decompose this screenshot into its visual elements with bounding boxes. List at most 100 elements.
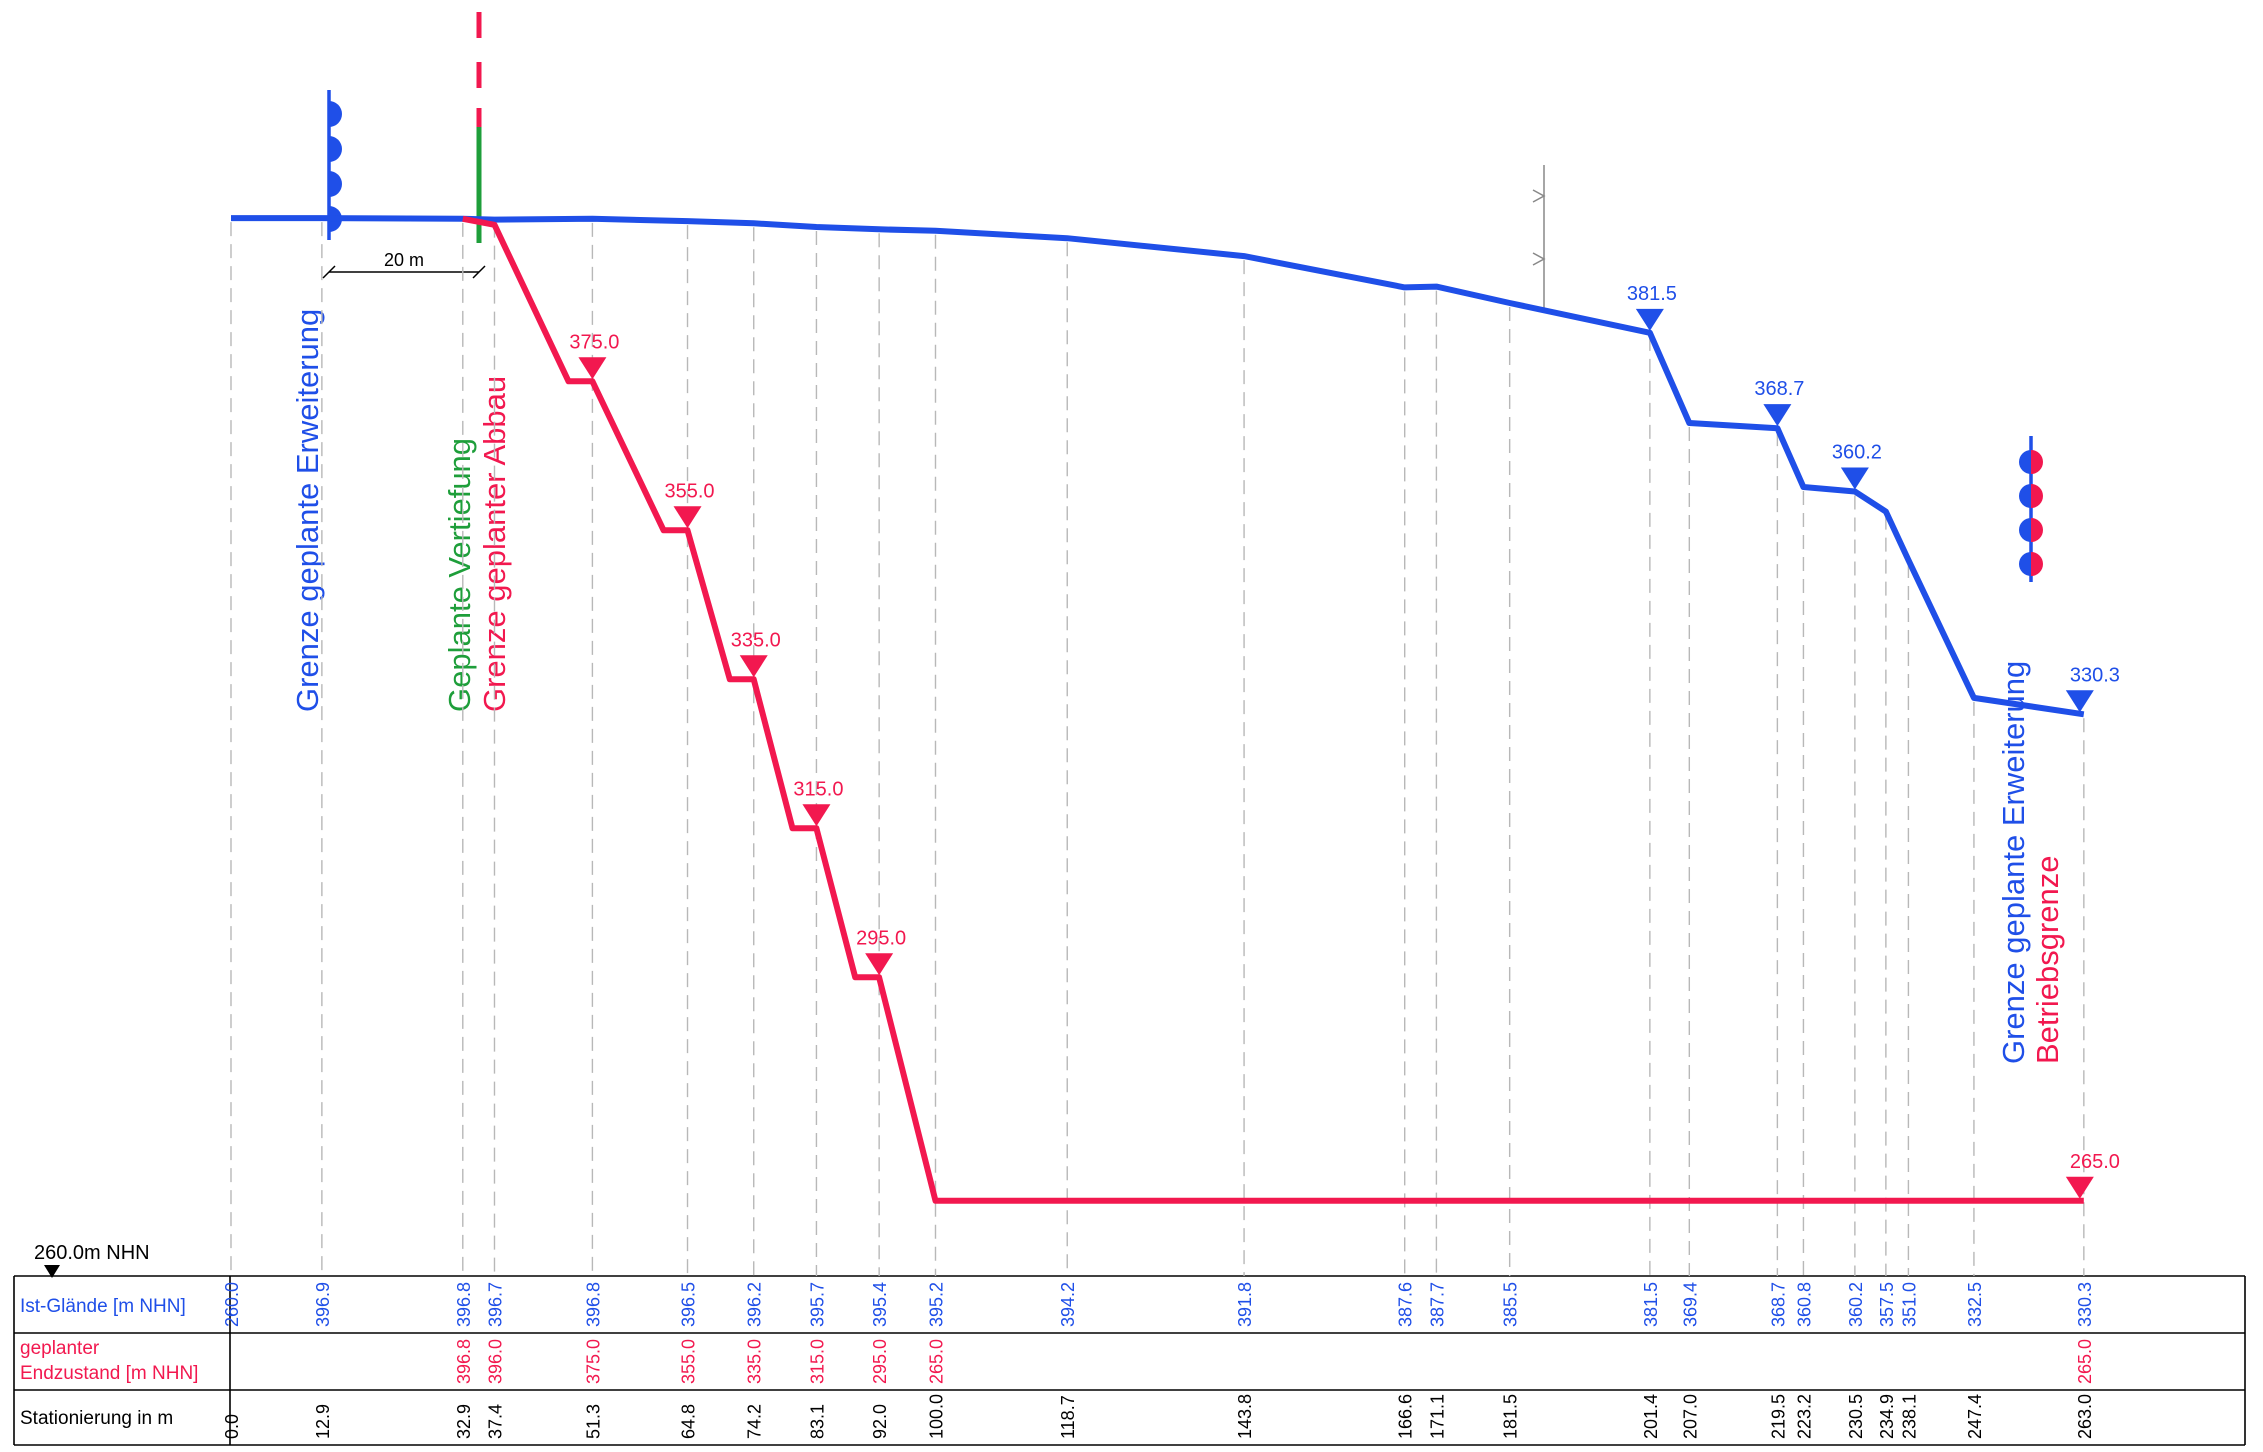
plan-value-cell: 396.0: [486, 1339, 506, 1384]
station-value-cell: 166.6: [1396, 1394, 1416, 1439]
terrain-value-cell: 385.5: [1501, 1282, 1521, 1327]
plan-value-cell: 315.0: [807, 1339, 827, 1384]
plan-level-marker-label: 295.0: [856, 927, 906, 949]
station-value-cell: 234.9: [1877, 1394, 1897, 1439]
station-value-cell: 181.5: [1501, 1394, 1521, 1439]
terrain-value-cell: 387.6: [1396, 1282, 1416, 1327]
plan-value-cell: 335.0: [745, 1339, 765, 1384]
station-value-cell: 171.1: [1427, 1394, 1447, 1439]
right-boundary: [2019, 436, 2043, 582]
station-value-cell: 247.4: [1965, 1394, 1985, 1439]
data-table: Ist-Glände [m NHN] geplanter Endzustand …: [13, 1275, 2246, 1446]
terrain-value-cell: 396.7: [486, 1282, 506, 1327]
terrain-level-marker-label: 330.3: [2070, 664, 2120, 686]
survey-pole: [1532, 165, 1546, 312]
terrain-level-marker-icon: [2065, 690, 2094, 713]
terrain-line: [231, 215, 2085, 718]
terrain-value-cell: 396.2: [745, 1282, 765, 1327]
table-cells: 260.0 396.9 396.8 396.7 396.8 396.5 396.2 395.7…: [222, 1282, 2095, 1439]
station-value-cell: 238.1: [1899, 1394, 1919, 1439]
plan-level-marker-icon: [673, 506, 702, 529]
deepening-label: Geplante Vertiefung: [442, 438, 477, 712]
plan-value-cell: 265.0: [2075, 1339, 2095, 1384]
scale-bar-label: 20 m: [384, 250, 424, 270]
terrain-value-cell: 396.9: [313, 1282, 333, 1327]
terrain-value-cell: 387.7: [1427, 1282, 1447, 1327]
station-value-cell: 201.4: [1641, 1394, 1661, 1439]
terrain-value-cell: 369.4: [1680, 1282, 1700, 1327]
terrain-value-cell: 330.3: [2075, 1282, 2095, 1327]
row-header-terrain: Ist-Glände [m NHN]: [20, 1296, 186, 1317]
terrain-value-cell: 396.8: [583, 1282, 603, 1327]
terrain-value-cell: 394.2: [1058, 1282, 1078, 1327]
terrain-value-cell: 360.2: [1846, 1282, 1866, 1327]
plan-level-marker-icon: [2065, 1176, 2094, 1199]
plan-level-marker-label: 265.0: [2070, 1151, 2120, 1173]
station-value-cell: 207.0: [1680, 1394, 1700, 1439]
station-value-cell: 64.8: [679, 1404, 699, 1439]
station-value-cell: 143.8: [1235, 1394, 1255, 1439]
terrain-value-cell: 360.8: [1794, 1282, 1814, 1327]
plan-value-cell: 396.8: [454, 1339, 474, 1384]
terrain-value-cell: 391.8: [1235, 1282, 1255, 1327]
datum-label: 260.0m NHN: [34, 1242, 150, 1264]
terrain-value-cell: 260.0: [222, 1282, 242, 1327]
terrain-value-cell: 357.5: [1877, 1282, 1897, 1327]
station-value-cell: 100.0: [927, 1394, 947, 1439]
terrain-level-marker-icon: [1763, 404, 1792, 427]
plan-level-marker-icon: [739, 655, 768, 678]
terrain-value-cell: 351.0: [1899, 1282, 1919, 1327]
row-header-plan-2: Endzustand [m NHN]: [20, 1363, 198, 1384]
terrain-level-marker-label: 381.5: [1627, 283, 1677, 305]
left-expansion-label: Grenze geplante Erweiterung: [290, 309, 325, 712]
terrain-value-cell: 381.5: [1641, 1282, 1661, 1327]
plan-value-cell: 355.0: [679, 1339, 699, 1384]
operation-limit-label: Betriebsgrenze: [2030, 855, 2065, 1064]
station-value-cell: 230.5: [1846, 1394, 1866, 1439]
plan-level-marker-label: 335.0: [731, 629, 781, 651]
station-value-cell: 83.1: [807, 1404, 827, 1439]
station-value-cell: 118.7: [1058, 1395, 1078, 1439]
station-value-cell: 51.3: [583, 1404, 603, 1439]
plan-level-marker-icon: [578, 357, 607, 380]
station-value-cell: 12.9: [313, 1404, 333, 1439]
terrain-value-cell: 396.5: [679, 1282, 699, 1327]
planned-profile-line: [462, 215, 2084, 1204]
terrain-level-marker-label: 360.2: [1832, 442, 1882, 464]
profile-lines: [231, 215, 2085, 1204]
level-markers: 375.0 355.0 335.0 315.0 295.0 265.0 381.5 368.7…: [569, 283, 2120, 1199]
station-value-cell: 263.0: [2075, 1394, 2095, 1439]
station-value-cell: 32.9: [454, 1404, 474, 1439]
station-value-cell: 92.0: [870, 1404, 890, 1439]
row-header-plan-1: geplanter: [20, 1338, 100, 1359]
plan-level-marker-label: 315.0: [793, 778, 843, 800]
terrain-value-cell: 395.7: [807, 1282, 827, 1327]
terrain-value-cell: 395.4: [870, 1282, 890, 1327]
terrain-level-marker-icon: [1635, 308, 1664, 331]
scale-bar: 20 m: [322, 250, 486, 279]
station-value-cell: 37.4: [486, 1404, 506, 1439]
terrain-value-cell: 368.7: [1768, 1282, 1788, 1327]
plan-level-marker-icon: [802, 804, 831, 827]
plan-value-cell: 375.0: [583, 1339, 603, 1384]
terrain-value-cell: 396.8: [454, 1282, 474, 1327]
station-value-cell: 0.0: [222, 1414, 242, 1439]
terrain-level-marker-icon: [1840, 467, 1869, 490]
plan-value-cell: 265.0: [927, 1339, 947, 1384]
right-expansion-label: Grenze geplante Erweiterung: [1996, 661, 2031, 1064]
station-value-cell: 74.2: [745, 1404, 765, 1439]
plan-value-cell: 295.0: [870, 1339, 890, 1384]
station-value-cell: 219.5: [1768, 1394, 1788, 1439]
terrain-value-cell: 395.2: [927, 1282, 947, 1327]
plan-level-marker-label: 375.0: [569, 331, 619, 353]
station-value-cell: 223.2: [1794, 1394, 1814, 1439]
terrain-level-marker-label: 368.7: [1754, 378, 1804, 400]
plan-level-marker-icon: [865, 953, 894, 976]
terrain-value-cell: 332.5: [1965, 1282, 1985, 1327]
row-header-station: Stationierung in m: [20, 1408, 173, 1429]
datum-icon: [44, 1265, 60, 1278]
station-grid: [230, 222, 2085, 1276]
plan-level-marker-label: 355.0: [664, 480, 714, 502]
